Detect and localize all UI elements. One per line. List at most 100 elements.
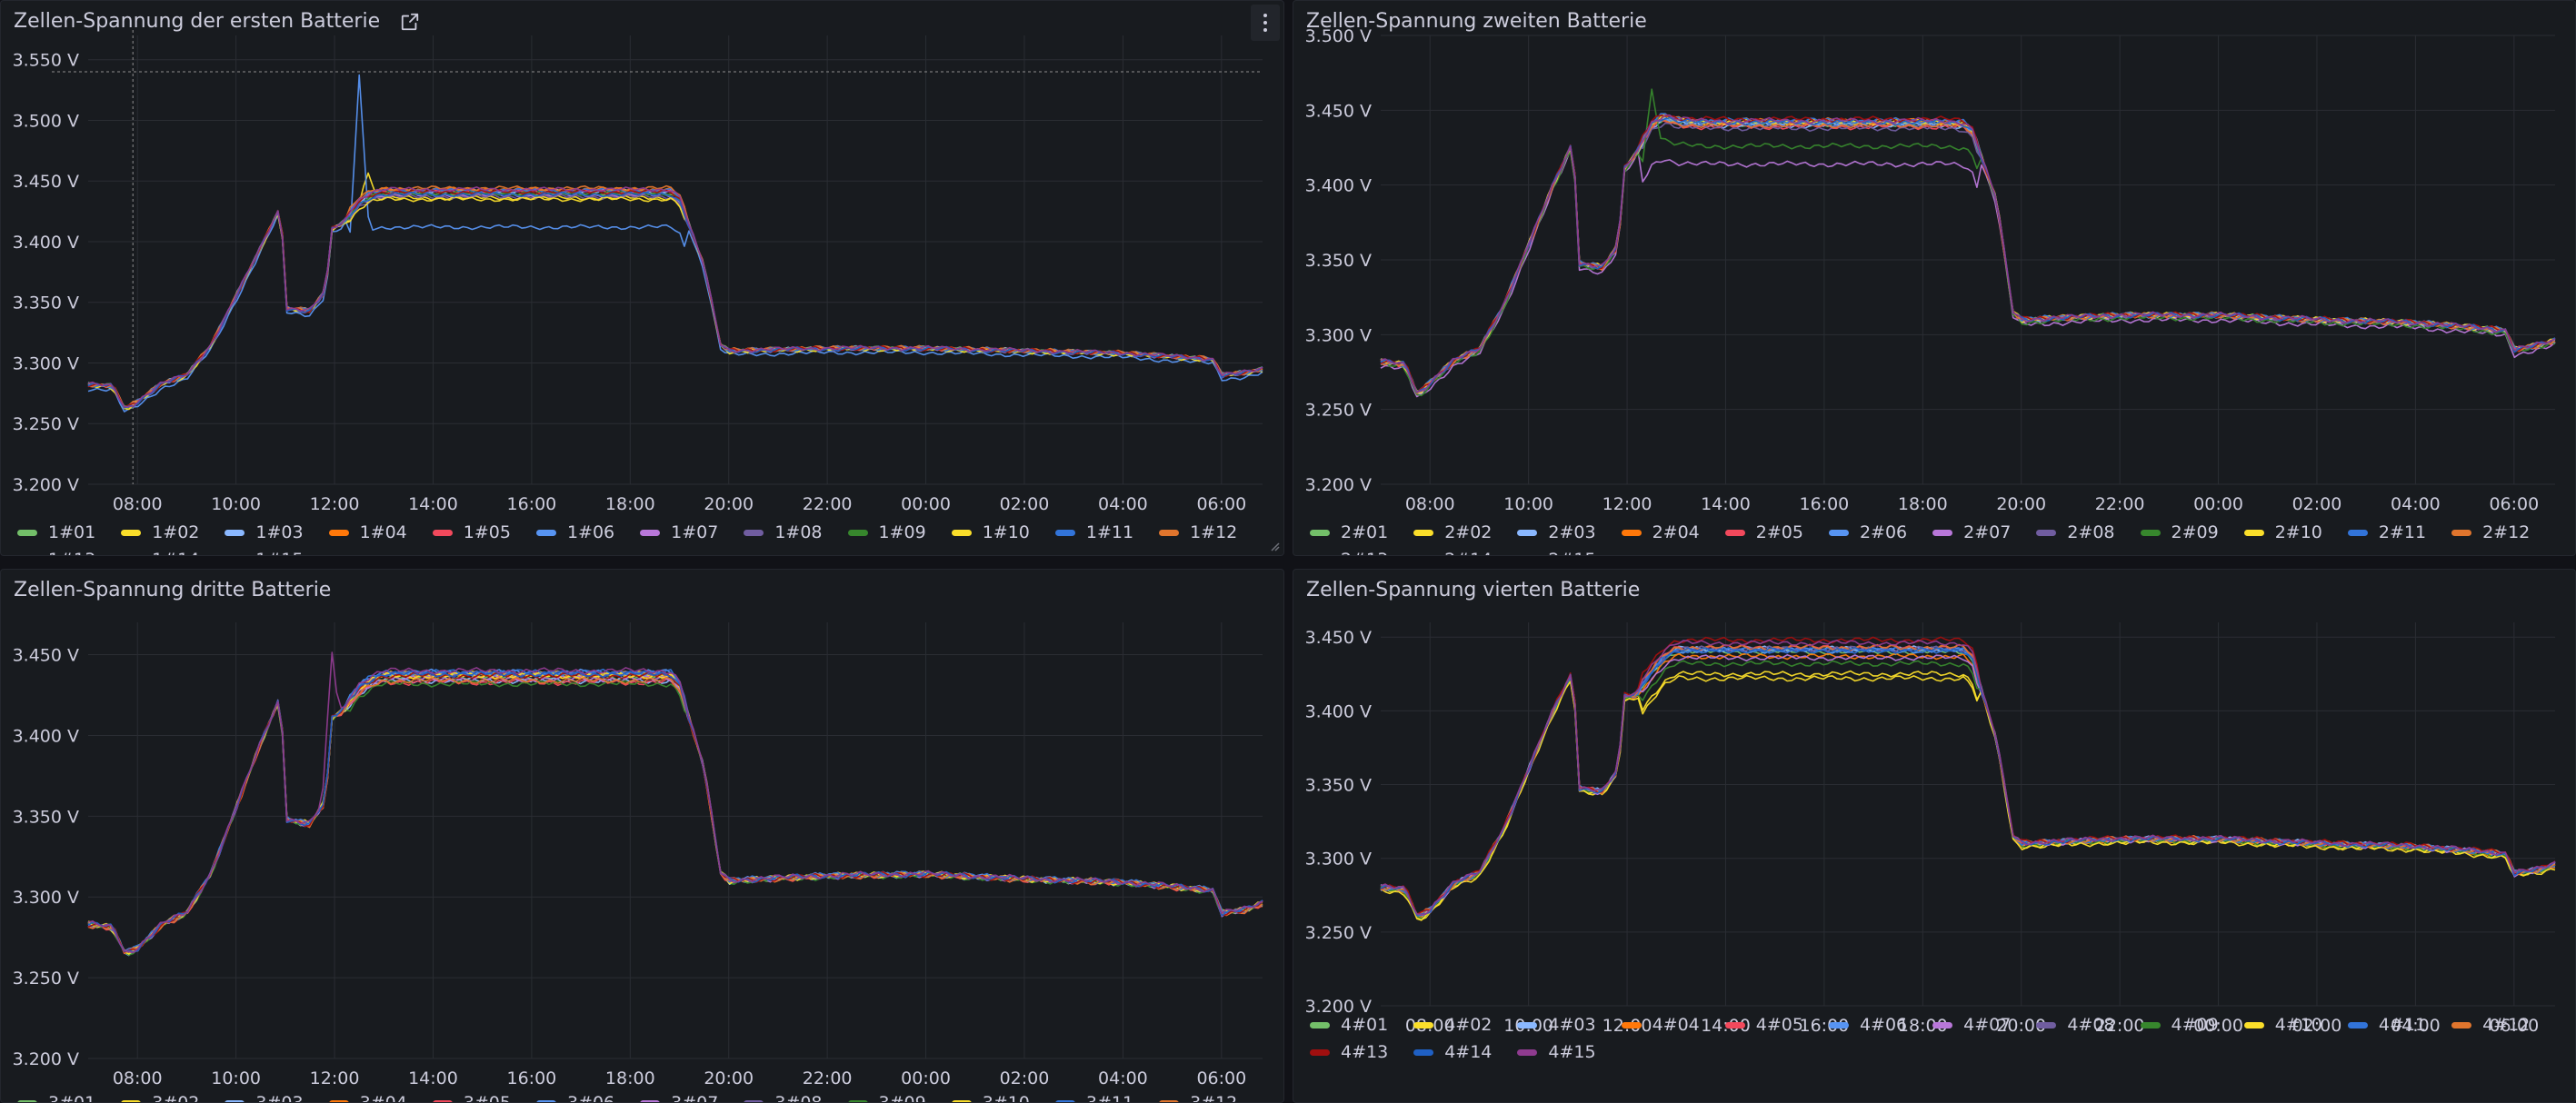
legend-item[interactable]: 4#14 (1413, 1042, 1492, 1062)
legend-item[interactable]: 1#07 (640, 522, 718, 542)
legend-item[interactable]: 3#07 (640, 1093, 718, 1102)
legend-item[interactable]: 3#02 (121, 1093, 199, 1102)
series-line-1-03[interactable] (87, 187, 1263, 410)
series-line-3-15[interactable] (87, 651, 1263, 954)
legend-item[interactable]: 2#15 (1517, 550, 1595, 555)
series-line-2-02[interactable] (1380, 114, 2556, 393)
series-line-4-05[interactable] (1380, 643, 2556, 917)
legend-item[interactable]: 4#06 (1828, 1015, 1907, 1035)
legend-item[interactable]: 1#11 (1054, 522, 1133, 542)
legend-item[interactable]: 1#01 (17, 522, 95, 542)
legend-item[interactable]: 2#08 (2036, 522, 2115, 542)
legend-item[interactable]: 4#11 (2347, 1015, 2426, 1035)
legend-item[interactable]: 1#15 (225, 550, 303, 555)
legend-item[interactable]: 4#08 (2036, 1015, 2115, 1035)
series-line-3-10[interactable] (87, 671, 1263, 955)
legend-item[interactable]: 3#09 (847, 1093, 926, 1102)
external-link-icon[interactable] (400, 12, 420, 32)
legend-item[interactable]: 4#12 (2451, 1015, 2530, 1035)
legend-item[interactable]: 1#04 (328, 522, 407, 542)
series-line-1-08[interactable] (87, 194, 1263, 409)
chart-battery-3[interactable]: 3.200 V 3.250 V 3.300 V 3.350 V 3.400 V 3.450… (1, 570, 1284, 1103)
legend-item[interactable]: 4#04 (1621, 1015, 1700, 1035)
panel-menu-button[interactable] (1251, 5, 1280, 41)
legend-item[interactable]: 1#05 (432, 522, 511, 542)
series-line-1-15[interactable] (87, 186, 1263, 408)
legend-item[interactable]: 4#01 (1310, 1015, 1388, 1035)
legend-item[interactable]: 3#05 (432, 1093, 511, 1102)
legend-item[interactable]: 2#12 (2451, 522, 2530, 542)
chart-battery-2[interactable]: 3.200 V 3.250 V 3.300 V 3.350 V 3.400 V 3.450… (1293, 1, 2576, 556)
legend-item[interactable]: 3#10 (951, 1093, 1030, 1102)
legend-item[interactable]: 2#06 (1828, 522, 1907, 542)
series-line-1-13[interactable] (87, 188, 1263, 409)
legend-item[interactable]: 2#03 (1517, 522, 1596, 542)
legend-item[interactable]: 3#08 (744, 1093, 823, 1102)
legend-item[interactable]: 1#10 (951, 522, 1030, 542)
series-line-3-07[interactable] (87, 674, 1263, 953)
series-line-2-14[interactable] (1380, 116, 2556, 393)
series-line-1-01[interactable] (87, 190, 1263, 408)
series-line-2-04[interactable] (1380, 113, 2556, 394)
series-line-1-07[interactable] (87, 192, 1263, 408)
legend-item[interactable]: 1#06 (535, 522, 614, 542)
series-line-3-04[interactable] (87, 671, 1263, 954)
series-line-3-06[interactable] (87, 668, 1263, 952)
series-line-3-09[interactable] (87, 680, 1263, 956)
series-line-2-06[interactable] (1380, 118, 2556, 393)
legend-item[interactable]: 1#08 (744, 522, 823, 542)
series-line-4-03[interactable] (1380, 645, 2556, 919)
series-line-1-12[interactable] (87, 184, 1263, 409)
legend-item[interactable]: 1#12 (1159, 522, 1237, 542)
series-line-4-15[interactable] (1380, 639, 2556, 916)
legend-item[interactable]: 4#09 (2140, 1015, 2219, 1035)
legend-item[interactable]: 4#05 (1724, 1015, 1803, 1035)
legend-item[interactable]: 4#02 (1413, 1015, 1492, 1035)
series-line-3-01[interactable] (87, 673, 1263, 954)
legend-item[interactable]: 4#13 (1310, 1042, 1388, 1062)
legend-item[interactable]: 2#14 (1413, 550, 1492, 555)
legend-item[interactable]: 1#03 (225, 522, 304, 542)
series-line-3-11[interactable] (87, 668, 1263, 953)
legend-item[interactable]: 1#14 (121, 550, 199, 555)
series-line-2-15[interactable] (1380, 114, 2556, 393)
series-line-2-13[interactable] (1380, 114, 2556, 393)
legend-item[interactable]: 4#10 (2243, 1015, 2322, 1035)
legend-item[interactable]: 1#13 (17, 550, 95, 555)
series-line-4-10[interactable] (1380, 674, 2556, 921)
series-line-4-06[interactable] (1380, 646, 2556, 917)
legend-item[interactable]: 2#05 (1724, 522, 1803, 542)
legend-item[interactable]: 2#07 (1932, 522, 2011, 542)
legend-item[interactable]: 3#01 (17, 1093, 95, 1102)
series-line-4-13[interactable] (1380, 636, 2556, 916)
legend-item[interactable]: 2#10 (2243, 522, 2322, 542)
series-line-2-05[interactable] (1380, 119, 2556, 395)
series-line-2-11[interactable] (1380, 113, 2556, 393)
series-line-1-09[interactable] (87, 190, 1263, 410)
legend-item[interactable]: 3#06 (535, 1093, 614, 1102)
series-line-2-09[interactable] (1380, 88, 2556, 397)
resize-handle-icon[interactable] (1271, 542, 1280, 552)
series-line-2-03[interactable] (1380, 117, 2556, 395)
series-line-2-12[interactable] (1380, 118, 2556, 394)
series-line-4-14[interactable] (1380, 646, 2556, 917)
series-line-2-01[interactable] (1380, 118, 2556, 392)
chart-battery-4[interactable]: 3.200 V 3.250 V 3.300 V 3.350 V 3.400 V 3.450… (1293, 570, 2576, 1103)
series-line-4-04[interactable] (1380, 652, 2556, 919)
series-line-1-11[interactable] (87, 187, 1263, 409)
series-line-4-12[interactable] (1380, 643, 2556, 917)
series-line-3-08[interactable] (87, 670, 1263, 954)
legend-item[interactable]: 1#09 (847, 522, 926, 542)
series-line-3-13[interactable] (87, 671, 1263, 953)
series-line-1-14[interactable] (87, 191, 1263, 409)
legend-item[interactable]: 3#11 (1054, 1093, 1133, 1102)
series-line-4-08[interactable] (1380, 645, 2556, 916)
legend-item[interactable]: 3#04 (328, 1093, 407, 1102)
legend-item[interactable]: 4#03 (1517, 1015, 1596, 1035)
series-line-3-02[interactable] (87, 670, 1263, 955)
series-line-4-01[interactable] (1380, 648, 2556, 916)
series-line-1-10[interactable] (87, 195, 1263, 411)
legend-item[interactable]: 2#02 (1413, 522, 1492, 542)
legend-item[interactable]: 3#12 (1159, 1093, 1237, 1102)
series-line-1-02[interactable] (87, 172, 1263, 410)
